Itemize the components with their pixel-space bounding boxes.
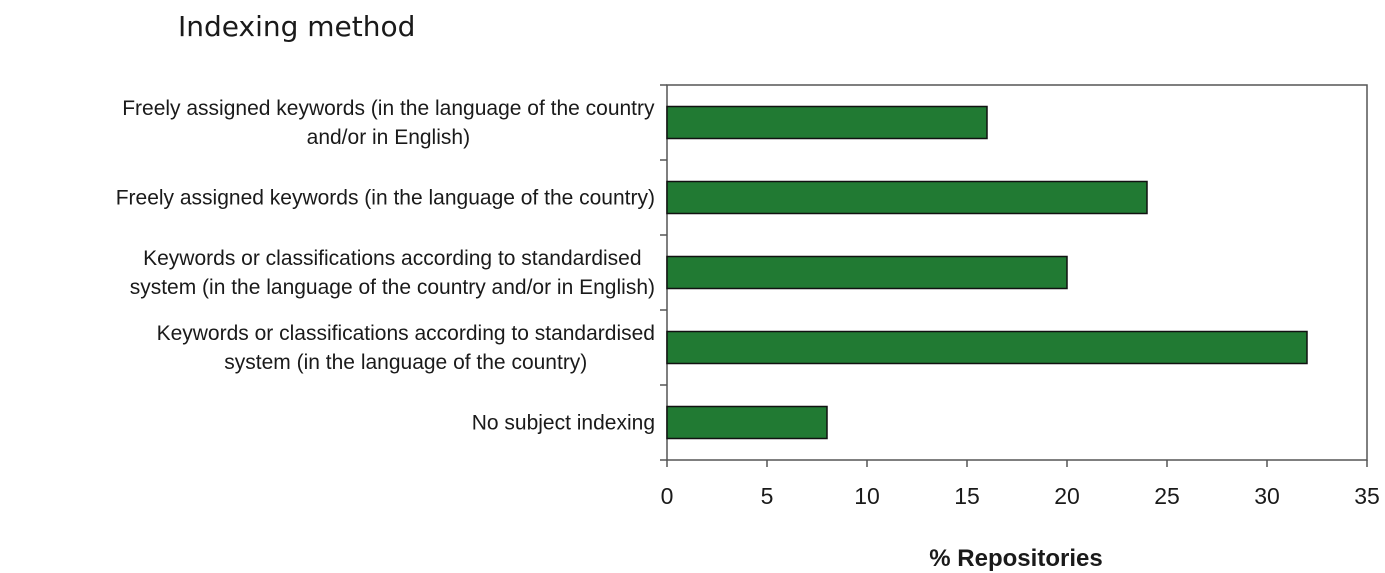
category-label: Freely assigned keywords (in the languag… <box>116 187 655 210</box>
x-tick-label: 5 <box>761 483 774 509</box>
category-label-line: Keywords or classifications according to… <box>157 322 655 345</box>
category-label-line: Freely assigned keywords (in the languag… <box>122 97 655 120</box>
x-tick-label: 25 <box>1154 483 1180 509</box>
category-label-line: Keywords or classifications according to… <box>143 247 641 270</box>
category-label: Keywords or classifications according to… <box>130 247 655 299</box>
category-label-line: system (in the language of the country a… <box>130 276 655 299</box>
bar <box>666 255 1068 290</box>
bar <box>666 105 988 140</box>
x-tick-label: 0 <box>661 483 674 509</box>
bar <box>666 330 1308 365</box>
bars <box>666 105 1308 440</box>
category-label: Freely assigned keywords (in the languag… <box>122 97 655 149</box>
bar <box>666 180 1148 215</box>
x-tick-label: 10 <box>854 483 880 509</box>
chart-title: Indexing method <box>178 10 416 43</box>
x-tick-label: 30 <box>1254 483 1280 509</box>
bar <box>666 405 828 440</box>
category-label-line: and/or in English) <box>307 126 470 149</box>
x-tick-label: 20 <box>1054 483 1080 509</box>
category-label-line: No subject indexing <box>472 412 655 435</box>
category-label: No subject indexing <box>472 412 655 435</box>
x-axis: 0 5 10 15 20 25 30 35 <box>661 460 1380 509</box>
category-labels: Freely assigned keywords (in the languag… <box>116 97 655 435</box>
category-label-line: system (in the language of the country) <box>224 351 587 374</box>
category-label: Keywords or classifications according to… <box>157 322 655 374</box>
category-label-line: Freely assigned keywords (in the languag… <box>116 187 655 210</box>
x-tick-label: 35 <box>1354 483 1380 509</box>
x-tick-label: 15 <box>954 483 980 509</box>
y-axis-ticks <box>660 84 667 461</box>
x-axis-title: % Repositories <box>929 545 1102 572</box>
